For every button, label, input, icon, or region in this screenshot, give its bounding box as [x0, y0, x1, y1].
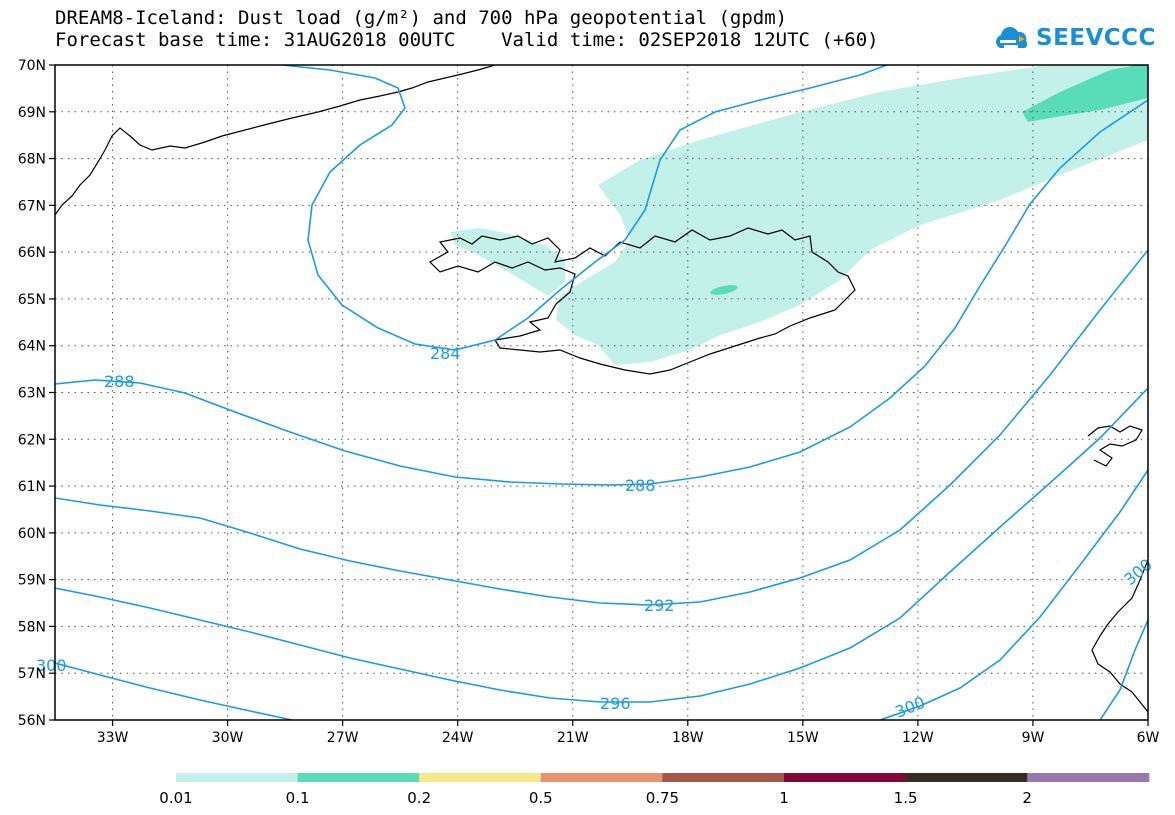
dust-patch-northwest: [450, 228, 565, 296]
colorbar-swatch: [297, 773, 420, 782]
contour-label: 300: [1120, 555, 1156, 589]
dust-spot-interior: [710, 285, 738, 295]
lon-tick-label: 18W: [672, 730, 704, 746]
contour-label: 288: [104, 372, 135, 391]
lon-tick-label: 24W: [442, 730, 474, 746]
lon-tick-label: 6W: [1137, 730, 1160, 746]
scotland-coastline: [1091, 559, 1148, 713]
dust-plume-medium: [1022, 65, 1148, 122]
map-title: DREAM8-Iceland: Dust load (g/m²) and 700…: [55, 7, 788, 29]
lat-tick-label: 57N: [18, 666, 46, 682]
colorbar-label: 0.75: [646, 789, 679, 807]
lat-tick-label: 64N: [18, 339, 46, 355]
contour-label: 300: [36, 656, 67, 675]
lat-tick-label: 70N: [18, 58, 46, 74]
contour-296: [55, 387, 1148, 703]
lat-tick-label: 65N: [18, 292, 46, 308]
colorbar-label: 0.1: [286, 789, 310, 807]
lat-tick-label: 58N: [18, 619, 46, 635]
dust-load-field: [450, 65, 1148, 365]
colorbar-swatch: [662, 773, 785, 782]
lon-tick-label: 33W: [97, 730, 129, 746]
contour-label: 296: [600, 694, 631, 713]
lon-tick-label: 12W: [902, 730, 934, 746]
lon-tick-label: 9W: [1022, 730, 1045, 746]
lat-tick-label: 61N: [18, 479, 46, 495]
latitude-axis: 70N 69N 68N 67N 66N 65N 64N 63N 62N 61N 60N 59N 58N 5…: [18, 58, 55, 729]
colorbar-swatch: [419, 773, 542, 782]
lat-tick-label: 67N: [18, 198, 46, 214]
lat-tick-label: 56N: [18, 713, 46, 729]
contour-label: 288: [625, 476, 656, 495]
lon-tick-label: 15W: [787, 730, 819, 746]
colorbar-swatch: [176, 773, 299, 782]
contour-300-southwest: [55, 662, 293, 720]
lat-tick-label: 66N: [18, 245, 46, 261]
dust-plume-light: [556, 65, 1148, 365]
contour-292: [55, 249, 1148, 606]
contour-label: 284: [430, 344, 461, 363]
cloud-icon: [996, 27, 1028, 48]
faroe-islands-coastline: [1087, 425, 1143, 467]
coastlines: [55, 65, 1148, 713]
colorbar-label: 0.2: [407, 789, 431, 807]
lat-tick-label: 62N: [18, 432, 46, 448]
lon-tick-label: 27W: [327, 730, 359, 746]
contour-288: [55, 99, 1148, 486]
colorbar-label: 1: [779, 789, 789, 807]
seevccc-logo: SEEVCCC: [992, 20, 1156, 56]
lon-tick-label: 30W: [212, 730, 244, 746]
greenland-coastline: [55, 65, 496, 216]
contour-300-east: [1099, 619, 1148, 720]
lat-tick-label: 69N: [18, 105, 46, 121]
lat-tick-label: 63N: [18, 386, 46, 402]
colorbar-label: 0.5: [529, 789, 553, 807]
contour-284: [281, 65, 890, 351]
map-subtitle-times: Forecast base time: 31AUG2018 00UTC Vali…: [55, 29, 879, 51]
grid-lines: [55, 65, 1148, 720]
colorbar-swatch: [905, 773, 1028, 782]
colorbar-swatch: [540, 773, 663, 782]
colorbar-swatch: [784, 773, 907, 782]
contour-label: 292: [644, 596, 675, 615]
colorbar-swatch: [1027, 773, 1150, 782]
contour-300-southeast: [879, 469, 1148, 720]
colorbar-label: 1.5: [894, 789, 918, 807]
lat-tick-label: 60N: [18, 526, 46, 542]
colorbar-label: 0.01: [159, 789, 192, 807]
colorbar-label: 2: [1022, 789, 1032, 807]
lon-tick-label: 21W: [557, 730, 589, 746]
lat-tick-label: 68N: [18, 152, 46, 168]
lat-tick-label: 59N: [18, 573, 46, 589]
contour-label: 300: [892, 693, 927, 722]
logo-text: SEEVCCC: [1036, 25, 1156, 51]
longitude-axis: 33W 30W 27W 24W 21W 18W 15W 12W 9W 6W: [97, 720, 1160, 746]
geopotential-contours: [55, 65, 1148, 720]
iceland-coastline: [429, 227, 856, 375]
colorbar: 0.01 0.1 0.2 0.5 0.75 1 1.5 2: [159, 773, 1150, 807]
